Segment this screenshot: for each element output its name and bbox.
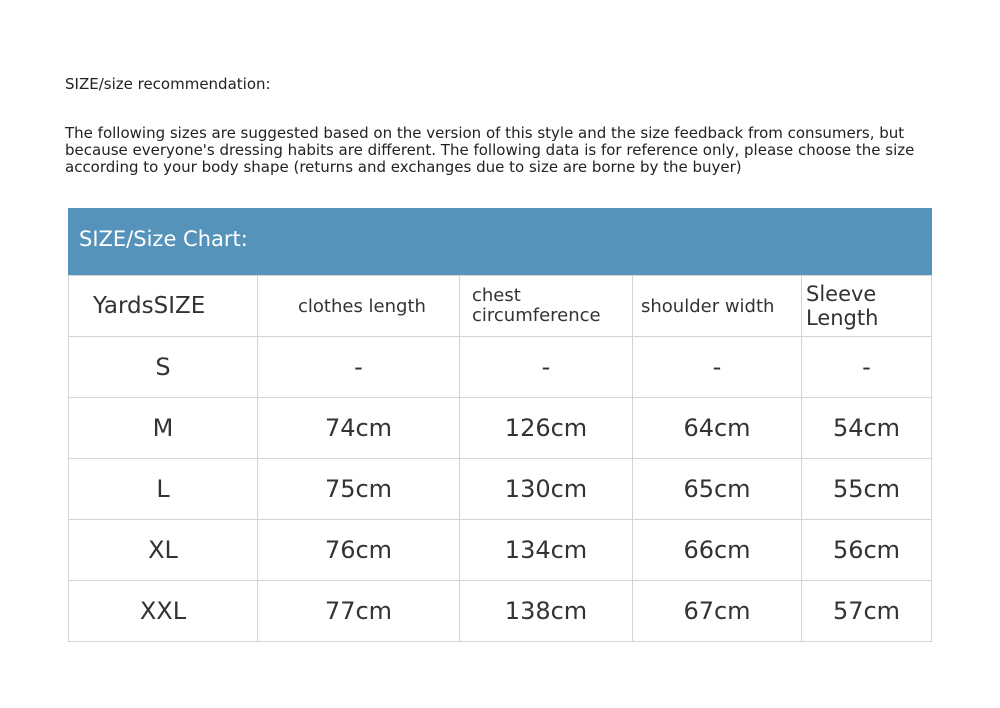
table-row: S----: [68, 336, 932, 398]
cell-clothes-length: -: [257, 336, 460, 398]
cell-chest: 130cm: [459, 458, 633, 520]
cell-shoulder: 67cm: [632, 580, 802, 642]
cell-sleeve: 54cm: [801, 397, 932, 459]
header-clothes-length: clothes length: [257, 275, 460, 337]
table-row: M 74cm 126cm 64cm 54cm: [68, 397, 932, 459]
cell-chest: 138cm: [459, 580, 633, 642]
table-row: L 75cm 130cm 65cm 55cm: [68, 458, 932, 520]
cell-size: XXL: [68, 580, 258, 642]
intro-text: The following sizes are suggested based …: [65, 124, 915, 176]
size-chart-banner: SIZE/Size Chart:: [68, 208, 932, 275]
header-size: YardsSIZE: [68, 275, 258, 337]
cell-size: S: [68, 336, 258, 398]
cell-shoulder: 65cm: [632, 458, 802, 520]
table-row: XL 76cm 134cm 66cm 56cm: [68, 519, 932, 581]
table-row: XXL 77cm 138cm 67cm 57cm: [68, 580, 932, 642]
cell-clothes-length: 75cm: [257, 458, 460, 520]
cell-clothes-length: 76cm: [257, 519, 460, 581]
cell-size: M: [68, 397, 258, 459]
page-title: SIZE/size recommendation:: [65, 75, 271, 93]
cell-sleeve: 57cm: [801, 580, 932, 642]
cell-size: XL: [68, 519, 258, 581]
cell-clothes-length: 77cm: [257, 580, 460, 642]
cell-chest: 134cm: [459, 519, 633, 581]
table-header-row: YardsSIZE clothes length chest circumfer…: [68, 275, 932, 337]
cell-shoulder: 66cm: [632, 519, 802, 581]
cell-sleeve: 55cm: [801, 458, 932, 520]
cell-chest: 126cm: [459, 397, 633, 459]
cell-size: L: [68, 458, 258, 520]
header-shoulder: shoulder width: [632, 275, 802, 337]
size-table: YardsSIZE clothes length chest circumfer…: [68, 275, 932, 642]
cell-clothes-length: 74cm: [257, 397, 460, 459]
cell-sleeve: 56cm: [801, 519, 932, 581]
cell-sleeve: -: [801, 336, 932, 398]
cell-shoulder: 64cm: [632, 397, 802, 459]
cell-chest: -: [459, 336, 633, 398]
cell-shoulder: -: [632, 336, 802, 398]
header-sleeve: Sleeve Length: [801, 275, 932, 337]
header-chest: chest circumference: [459, 275, 633, 337]
